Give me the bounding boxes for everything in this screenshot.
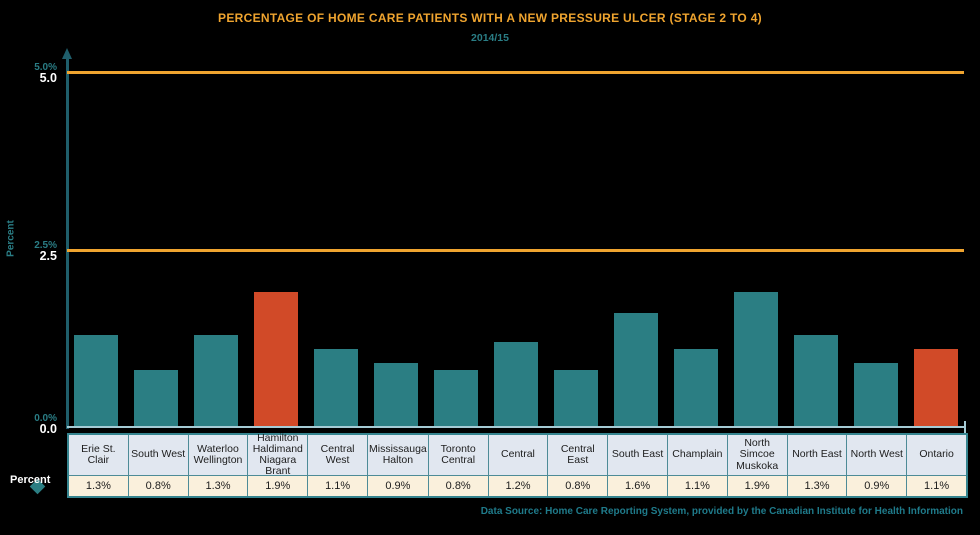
bar-erie-st-clair	[74, 335, 118, 427]
y-axis-arrow-icon	[62, 48, 72, 59]
data-source-note: Data Source: Home Care Reporting System,…	[480, 506, 963, 517]
table-header-mississauga-halton: Mississauga Halton	[368, 435, 428, 475]
table-value-central-west: 1.1%	[308, 476, 367, 496]
bar-central-west	[314, 349, 358, 427]
chart-title: PERCENTAGE OF HOME CARE PATIENTS WITH A …	[218, 11, 762, 25]
bar-mississauga-halton	[374, 363, 418, 427]
table-header-champlain: Champlain	[667, 435, 727, 475]
y-tick-5-0-pct: 5.0%	[34, 62, 57, 73]
y-tick-2-5: 2.5	[39, 249, 57, 263]
table-value-hamilton-haldimand-niagara-brant: 1.9%	[248, 476, 308, 496]
region-data-table: Erie St. Clair South West Waterloo Welling…	[67, 432, 968, 498]
table-header-ontario: Ontario	[907, 435, 966, 475]
bar-hamilton-haldimand-niagara-brant	[254, 292, 298, 427]
bar-north-simcoe-muskoka	[734, 292, 778, 427]
x-axis-end-tick	[964, 421, 966, 433]
table-value-south-west: 0.8%	[128, 476, 188, 496]
chart-subtitle: 2014/15	[471, 32, 509, 44]
bar-waterloo-wellington	[194, 335, 238, 427]
bar-toronto-central	[434, 370, 478, 427]
y-axis-title: Percent	[5, 220, 17, 257]
table-header-north-west: North West	[847, 435, 907, 475]
bar-north-east	[794, 335, 838, 427]
table-header-central: Central	[488, 435, 548, 475]
table-value-erie-st-clair: 1.3%	[69, 476, 128, 496]
table-value-ontario: 1.1%	[907, 476, 966, 496]
table-value-central: 1.2%	[488, 476, 548, 496]
gridline-2-5	[67, 249, 964, 252]
table-header-north-east: North East	[787, 435, 847, 475]
table-value-central-east: 0.8%	[548, 476, 608, 496]
y-tick-2-5-pct: 2.5%	[34, 240, 57, 251]
table-header-hamilton-haldimand-niagara-brant: Hamilton Haldimand Niagara Brant	[248, 432, 308, 477]
table-value-champlain: 1.1%	[667, 476, 727, 496]
table-value-north-simcoe-muskoka: 1.9%	[727, 476, 787, 496]
table-value-south-east: 1.6%	[608, 476, 667, 496]
y-tick-0-0: 0.0	[39, 422, 57, 436]
bar-central	[494, 342, 538, 427]
table-header-north-simcoe-muskoka: North Simcoe Muskoka	[727, 435, 787, 475]
table-header-waterloo-wellington: Waterloo Wellington	[188, 435, 248, 475]
bar-ontario	[914, 349, 958, 427]
table-header-central-east: Central East	[548, 435, 608, 475]
y-tick-5-0: 5.0	[39, 71, 57, 85]
table-value-mississauga-halton: 0.9%	[368, 476, 428, 496]
table-header-toronto-central: Toronto Central	[428, 435, 488, 475]
table-header-south-west: South West	[128, 435, 188, 475]
gridline-5-0	[67, 71, 964, 74]
table-value-north-east: 1.3%	[787, 476, 847, 496]
y-axis-line	[66, 58, 69, 429]
bar-champlain	[674, 349, 718, 427]
y-tick-0-0-pct: 0.0%	[34, 413, 57, 424]
table-value-north-west: 0.9%	[847, 476, 907, 496]
x-axis-line	[67, 426, 966, 428]
table-header-erie-st-clair: Erie St. Clair	[69, 435, 128, 475]
table-header-central-west: Central West	[308, 435, 367, 475]
table-value-waterloo-wellington: 1.3%	[188, 476, 248, 496]
bar-central-east	[554, 370, 598, 427]
bar-south-west	[134, 370, 178, 427]
bar-north-west	[854, 363, 898, 427]
table-legend: Percent	[10, 472, 70, 496]
bar-south-east	[614, 313, 658, 427]
table-value-toronto-central: 0.8%	[428, 476, 488, 496]
table-legend-label: Percent	[10, 474, 51, 486]
table-header-south-east: South East	[608, 435, 667, 475]
